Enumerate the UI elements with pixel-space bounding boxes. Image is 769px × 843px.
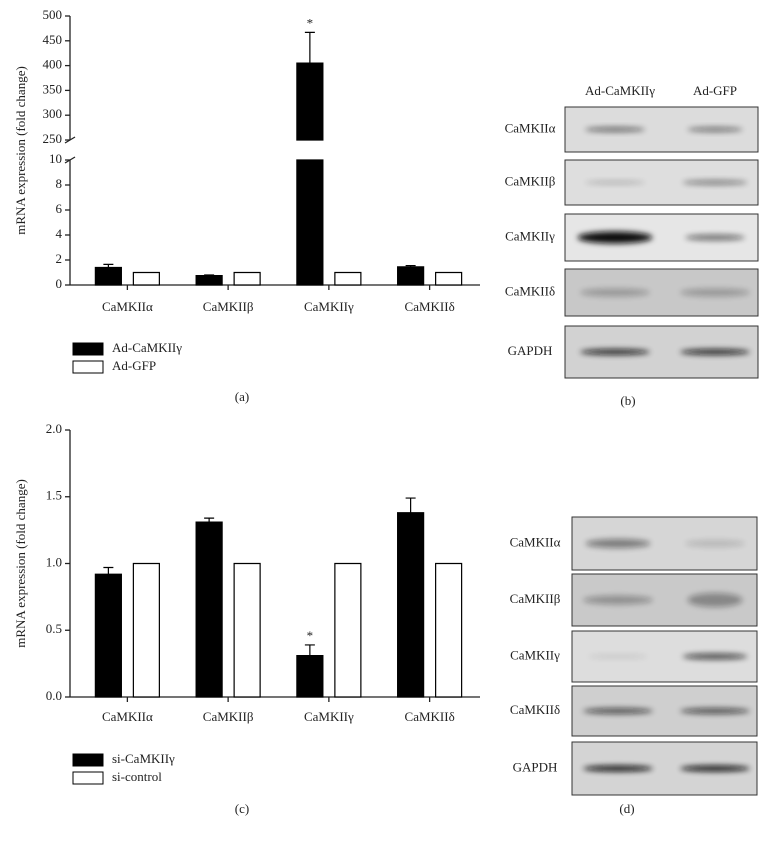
blot-band bbox=[687, 127, 743, 132]
x-tick-label: CaMKIIβ bbox=[203, 299, 254, 314]
panel-label: (c) bbox=[235, 801, 249, 816]
bar bbox=[435, 271, 463, 286]
error-bar bbox=[103, 263, 114, 268]
blot-band bbox=[580, 349, 650, 355]
y-tick-label: 1.0 bbox=[46, 554, 62, 569]
blot-band bbox=[682, 180, 748, 185]
bar bbox=[233, 271, 261, 286]
error-bar bbox=[204, 274, 215, 276]
blot-row-label: CaMKIIβ bbox=[510, 591, 561, 606]
y-tick-label: 500 bbox=[43, 7, 63, 22]
blot-row-label: CaMKIIα bbox=[510, 534, 561, 549]
error-bar bbox=[204, 517, 215, 523]
y-tick-label: 6 bbox=[56, 201, 63, 216]
blot-row-label: CaMKIIδ bbox=[505, 283, 555, 298]
x-tick-label: CaMKIIδ bbox=[405, 299, 455, 314]
blot-band bbox=[685, 234, 745, 241]
y-tick-label: 4 bbox=[56, 226, 63, 241]
error-bar bbox=[405, 497, 416, 513]
blot-row-label: CaMKIIα bbox=[505, 120, 556, 135]
y-tick-label: 0.0 bbox=[46, 688, 62, 703]
y-tick-label: 300 bbox=[43, 106, 63, 121]
blot-band bbox=[680, 765, 750, 772]
bar bbox=[435, 562, 463, 698]
blot-band bbox=[583, 708, 653, 714]
panel-label: (d) bbox=[619, 801, 634, 816]
bar bbox=[233, 562, 261, 698]
error-bar bbox=[103, 566, 114, 575]
lane-label: Ad-GFP bbox=[693, 83, 737, 98]
error-bar bbox=[304, 644, 315, 656]
blot-band bbox=[583, 595, 653, 605]
blot-row-label: GAPDH bbox=[513, 759, 558, 774]
blot-band bbox=[680, 708, 750, 714]
x-tick-label: CaMKIIδ bbox=[405, 709, 455, 724]
blot-band bbox=[585, 127, 645, 132]
y-tick-label: 2 bbox=[56, 251, 63, 266]
legend-swatch bbox=[72, 771, 104, 785]
error-bar bbox=[405, 265, 416, 267]
y-tick-label: 400 bbox=[43, 57, 63, 72]
x-tick-label: CaMKIIγ bbox=[304, 299, 354, 314]
y-tick-label: 8 bbox=[56, 176, 63, 191]
y-tick-label: 350 bbox=[43, 81, 63, 96]
y-axis-label: mRNA expression (fold change) bbox=[13, 66, 28, 235]
x-tick-label: CaMKIIα bbox=[102, 299, 153, 314]
blot-band bbox=[680, 288, 750, 297]
blot-row-label: CaMKIIγ bbox=[505, 228, 555, 243]
panel-label: (b) bbox=[620, 393, 635, 408]
bar bbox=[132, 271, 160, 286]
legend-swatch bbox=[72, 342, 104, 356]
blot-row-label: CaMKIIγ bbox=[510, 647, 560, 662]
blot-band bbox=[687, 593, 743, 607]
legend-swatch bbox=[72, 753, 104, 767]
bar bbox=[195, 275, 223, 286]
x-tick-label: CaMKIIβ bbox=[203, 709, 254, 724]
bar bbox=[334, 271, 362, 286]
bar bbox=[397, 266, 425, 286]
blot-band bbox=[585, 539, 651, 548]
annotation: * bbox=[307, 15, 314, 30]
legend-label: si-control bbox=[112, 769, 162, 784]
x-tick-label: CaMKIIγ bbox=[304, 709, 354, 724]
blot-band bbox=[682, 653, 748, 660]
y-tick-label: 0.5 bbox=[46, 621, 62, 636]
bar bbox=[132, 562, 160, 698]
legend-swatch bbox=[72, 360, 104, 374]
legend-label: Ad-CaMKIIγ bbox=[112, 340, 182, 355]
blot-row-label: CaMKIIδ bbox=[510, 702, 560, 717]
y-axis-label: mRNA expression (fold change) bbox=[13, 479, 28, 648]
y-tick-label: 1.5 bbox=[46, 488, 62, 503]
lane-label: Ad-CaMKIIγ bbox=[585, 83, 655, 98]
blot-band bbox=[585, 180, 645, 185]
x-tick-label: CaMKIIα bbox=[102, 709, 153, 724]
bar bbox=[334, 562, 362, 698]
y-tick-label: 2.0 bbox=[46, 421, 62, 436]
bar bbox=[397, 512, 425, 698]
blot-band bbox=[580, 288, 650, 297]
legend-label: Ad-GFP bbox=[112, 358, 156, 373]
annotation: * bbox=[307, 628, 314, 643]
error-bar bbox=[304, 31, 315, 64]
blot-band bbox=[588, 654, 648, 659]
y-tick-label: 0 bbox=[56, 276, 63, 291]
bar bbox=[296, 62, 324, 286]
y-tick-label: 10 bbox=[49, 151, 62, 166]
blot-row-label: CaMKIIβ bbox=[505, 173, 556, 188]
blot-band bbox=[583, 765, 653, 772]
bar bbox=[195, 521, 223, 698]
bar bbox=[94, 573, 122, 698]
panel-label: (a) bbox=[235, 389, 249, 404]
blot-band bbox=[685, 540, 745, 547]
bar bbox=[94, 266, 122, 286]
blot-band bbox=[577, 231, 653, 244]
legend-label: si-CaMKIIγ bbox=[112, 751, 175, 766]
y-tick-label: 250 bbox=[43, 131, 63, 146]
y-tick-label: 450 bbox=[43, 32, 63, 47]
bar bbox=[296, 655, 324, 698]
blot-band bbox=[680, 349, 750, 355]
blot-row-label: GAPDH bbox=[508, 343, 553, 358]
